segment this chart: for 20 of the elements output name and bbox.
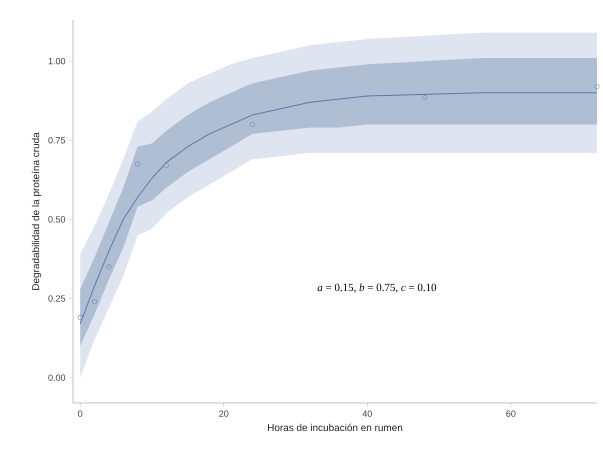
x-axis-title: Horas de incubación en rumen [268,424,402,432]
point [250,122,255,127]
point [164,163,169,168]
y-axis-title: Degradabilidad de la proteína cruda [32,132,42,290]
point [422,95,428,100]
point [594,84,600,89]
point [106,264,112,270]
x-tick-label: 0 [78,410,82,417]
x-tick-label: 20 [219,410,228,417]
annotation: a = 0.15, b = 0.75, c = 0.10 [318,283,436,293]
y-tick-label: 0.75 [48,137,66,144]
point [78,315,83,320]
y-tick-label: 1.00 [48,58,66,64]
x-tick-label: 40 [362,410,372,417]
point [135,162,140,166]
y-tick-label: 0.00 [48,374,66,381]
y-tick-label: 0.25 [48,295,66,302]
x-tick-label: 60 [506,410,516,417]
y-tick-label: 0.50 [48,216,66,223]
point [92,299,98,304]
